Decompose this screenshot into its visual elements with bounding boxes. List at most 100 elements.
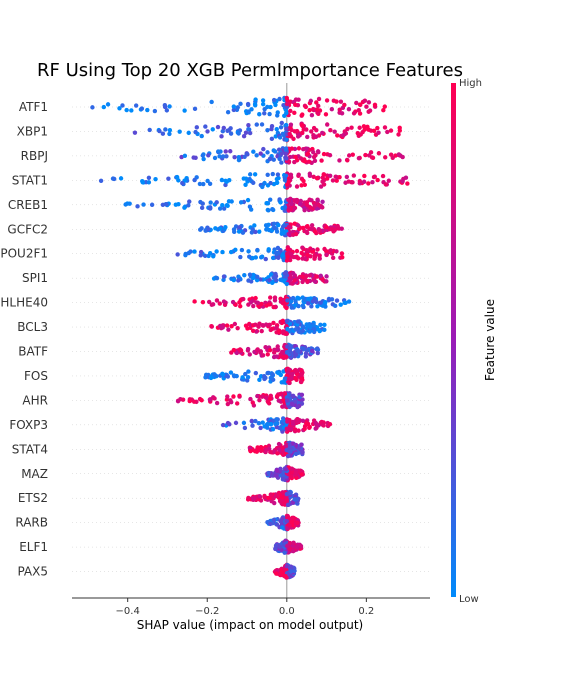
- shap-point: [187, 199, 192, 204]
- shap-point: [245, 101, 251, 107]
- shap-point: [236, 131, 241, 136]
- shap-point: [213, 373, 218, 378]
- shap-point: [293, 327, 299, 332]
- shap-point: [277, 135, 283, 140]
- shap-point: [376, 151, 382, 156]
- shap-point: [270, 255, 276, 261]
- shap-point: [288, 491, 293, 496]
- shap-point: [270, 427, 276, 432]
- shap-point: [231, 107, 237, 113]
- shap-point: [278, 296, 283, 302]
- shap-point: [160, 131, 166, 136]
- shap-point: [309, 198, 314, 203]
- shap-point: [284, 344, 290, 349]
- shap-point: [237, 225, 242, 230]
- shap-point: [268, 492, 274, 497]
- shap-point: [250, 423, 255, 428]
- shap-point: [266, 208, 271, 213]
- shap-point: [285, 326, 290, 332]
- shap-point: [280, 131, 286, 137]
- shap-point: [249, 418, 254, 424]
- shap-point: [296, 349, 301, 354]
- shap-point: [284, 518, 289, 524]
- shap-point: [299, 250, 304, 256]
- shap-point: [293, 376, 298, 381]
- shap-point: [277, 329, 282, 335]
- shap-point: [322, 322, 327, 328]
- shap-point: [322, 246, 327, 252]
- shap-point: [198, 199, 203, 205]
- shap-point: [288, 569, 294, 574]
- shap-point: [268, 197, 273, 202]
- shap-point: [361, 179, 367, 184]
- shap-point: [304, 200, 310, 205]
- shap-point: [380, 173, 386, 179]
- shap-point: [198, 253, 203, 258]
- shap-point: [261, 373, 267, 379]
- shap-point: [273, 134, 278, 139]
- shap-point: [238, 101, 243, 107]
- shap-point: [297, 329, 302, 335]
- shap-point: [285, 419, 290, 424]
- shap-point: [192, 249, 197, 254]
- shap-point: [217, 154, 222, 159]
- shap-point: [386, 178, 392, 183]
- shap-point: [206, 153, 211, 158]
- shap-point: [251, 149, 256, 154]
- shap-point: [306, 296, 311, 302]
- shap-point: [244, 151, 250, 157]
- shap-point: [247, 172, 253, 177]
- shap-point: [254, 277, 260, 283]
- shap-point: [400, 179, 405, 184]
- shap-point: [263, 223, 269, 228]
- shap-point: [356, 108, 361, 113]
- shap-point: [266, 302, 272, 307]
- shap-point: [357, 125, 362, 130]
- shap-point: [289, 252, 294, 257]
- shap-point: [299, 471, 304, 477]
- shap-point: [292, 159, 297, 165]
- shap-point: [295, 295, 300, 301]
- shap-point: [288, 427, 294, 432]
- shap-point: [298, 468, 303, 473]
- shap-point: [284, 95, 290, 101]
- shap-point: [365, 124, 370, 130]
- shap-point: [238, 348, 243, 353]
- shap-point: [274, 522, 280, 527]
- shap-point: [300, 449, 305, 455]
- shap-point: [231, 394, 236, 399]
- shap-point: [317, 328, 322, 334]
- shap-point: [105, 102, 111, 107]
- shap-point: [206, 253, 211, 259]
- shap-point: [302, 297, 308, 303]
- shap-point: [289, 519, 295, 525]
- shap-point: [332, 129, 337, 134]
- shap-point: [274, 571, 279, 576]
- shap-point: [271, 496, 276, 501]
- shap-point: [274, 180, 280, 185]
- shap-point: [334, 249, 339, 254]
- shap-point: [231, 104, 237, 109]
- shap-point: [214, 400, 220, 406]
- shap-point: [270, 171, 275, 177]
- shap-point: [312, 229, 318, 234]
- shap-point: [310, 249, 316, 254]
- shap-point: [290, 500, 296, 505]
- feature-label: ELF1: [19, 540, 48, 554]
- shap-point: [286, 367, 292, 372]
- shap-point: [283, 173, 289, 178]
- shap-point: [323, 112, 329, 117]
- shap-point: [153, 176, 158, 182]
- shap-point: [311, 125, 317, 131]
- shap-point: [258, 425, 263, 431]
- shap-point: [182, 205, 187, 210]
- shap-point: [315, 350, 321, 356]
- shap-point: [212, 155, 218, 161]
- shap-point: [246, 109, 251, 114]
- shap-point: [283, 443, 288, 449]
- shap-point: [281, 404, 286, 409]
- shap-point: [276, 447, 282, 452]
- shap-point: [282, 113, 287, 118]
- shap-point: [276, 255, 281, 260]
- shap-point: [256, 420, 262, 426]
